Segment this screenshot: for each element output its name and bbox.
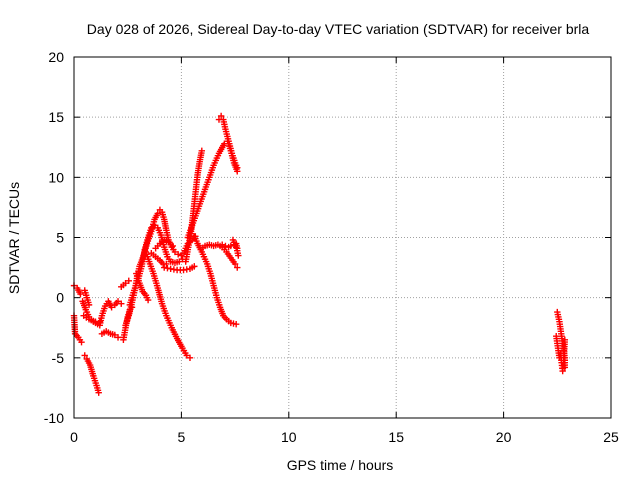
data-point	[144, 296, 152, 304]
x-tick-label: 20	[496, 429, 512, 445]
y-tick-label: 10	[48, 169, 64, 185]
data-point	[231, 260, 239, 268]
data-point	[163, 260, 170, 268]
data-point	[108, 304, 115, 311]
series-arc-g	[96, 298, 125, 329]
data-point	[148, 224, 155, 232]
data-point	[92, 318, 99, 325]
series-arc-d	[80, 312, 99, 325]
data-point	[183, 352, 190, 359]
data-point	[232, 320, 240, 328]
data-point	[231, 241, 239, 248]
data-point	[186, 354, 194, 362]
series-arc-u	[191, 233, 241, 271]
axis-ticks	[73, 56, 612, 419]
x-axis-label: GPS time / hours	[287, 457, 394, 473]
data-point	[151, 222, 158, 229]
x-tick-label: 0	[70, 429, 78, 445]
data-point	[169, 242, 177, 250]
grid-lines	[74, 57, 611, 418]
data-point	[114, 298, 122, 305]
y-axis-label: SDTVAR / TECUs	[6, 182, 22, 294]
y-tick-label: -10	[44, 410, 64, 426]
data-point	[85, 301, 93, 309]
x-tick-labels: 0 5 10 15 20 25	[70, 429, 619, 445]
data-point	[234, 264, 241, 271]
data-point	[235, 252, 242, 259]
data-point	[222, 242, 229, 250]
chart-title: Day 028 of 2026, Sidereal Day-to-day VTE…	[87, 21, 590, 37]
series-arc-h	[98, 328, 122, 341]
data-point	[219, 241, 226, 248]
y-tick-label: 20	[48, 49, 64, 65]
data-point	[171, 248, 179, 256]
data-point	[78, 338, 85, 346]
data-point	[125, 277, 132, 285]
series-arc-a	[70, 282, 84, 298]
data-point	[217, 112, 225, 120]
y-tick-label: -5	[52, 350, 65, 366]
data-point	[95, 389, 102, 396]
series-arc-l	[126, 222, 186, 309]
series-arc-q	[161, 263, 198, 274]
series-arc-z	[553, 332, 569, 375]
series-arc-m	[133, 270, 152, 304]
series-arc-f	[81, 287, 93, 309]
data-points	[70, 112, 569, 396]
series-arc-t	[215, 112, 241, 171]
x-tick-label: 15	[388, 429, 404, 445]
series-arc-n	[141, 246, 194, 362]
data-point	[118, 300, 125, 307]
data-point	[114, 334, 122, 341]
data-point	[174, 251, 182, 258]
series-arc-x	[229, 236, 242, 259]
x-tick-label: 25	[603, 429, 619, 445]
x-tick-label: 10	[281, 429, 297, 445]
data-point	[111, 331, 119, 339]
data-point	[154, 210, 161, 217]
data-point	[232, 244, 240, 251]
x-tick-label: 5	[178, 429, 186, 445]
data-point	[561, 336, 569, 343]
data-point	[191, 263, 198, 270]
y-tick-label: 15	[48, 109, 64, 125]
data-point	[122, 280, 129, 287]
data-point	[198, 147, 206, 155]
series-arc-e	[81, 352, 102, 396]
data-point	[234, 164, 241, 171]
y-tick-label: 5	[56, 230, 64, 246]
y-tick-labels: -10 -5 0 5 10 15 20	[44, 49, 64, 426]
series-arc-p	[152, 236, 177, 252]
y-tick-label: 0	[56, 290, 64, 306]
data-point	[77, 290, 84, 298]
series-arc-b	[70, 312, 85, 346]
data-point	[81, 352, 88, 359]
data-point	[227, 242, 235, 250]
data-point	[176, 258, 183, 265]
series-arc-i	[118, 277, 132, 291]
series-arc-v	[197, 246, 240, 328]
series-arc-o	[148, 249, 170, 268]
